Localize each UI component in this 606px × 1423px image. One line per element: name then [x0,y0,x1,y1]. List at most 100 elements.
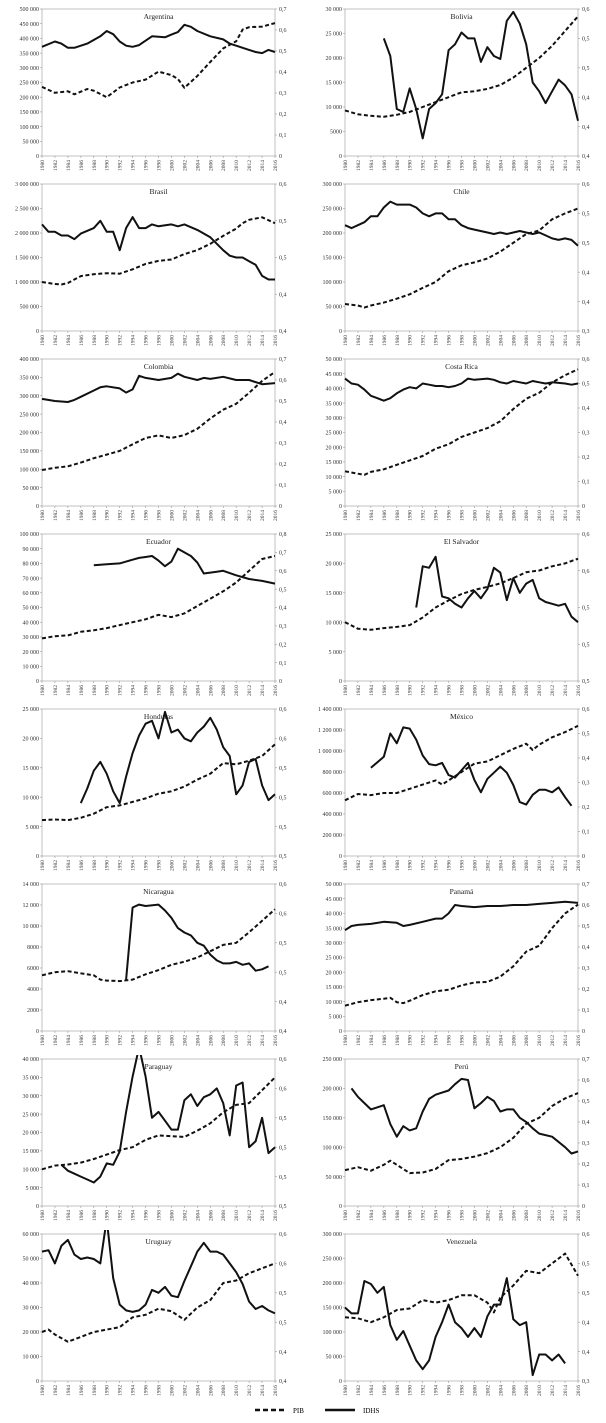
x-tick-label: 1998 [460,510,466,521]
series-idhs-line [415,555,579,623]
y-left-tick-label: 0 [36,1379,39,1385]
x-tick-label: 1994 [131,860,137,871]
chart-nicaragua: 0 2000 4000 6000 8000 10 000 12 000 14 000 0,4 0,… [23,882,287,1046]
x-tick-label: 2012 [550,860,556,871]
y-left-tick-label: 50 000 [326,1175,343,1181]
y-left-tick-label: 500 000 [20,7,40,13]
y-left-tick-label: 0 [339,1204,342,1210]
y-right-tick-label: 0,7 [582,882,590,888]
y-left-tick-label: 100 000 [20,125,40,131]
x-tick-label: 1996 [144,860,150,871]
x-tick-label: 2000 [169,1210,175,1221]
x-tick-label: 2006 [511,1210,517,1221]
x-tick-label: 2004 [498,160,504,171]
x-tick-label: 1988 [395,860,401,871]
x-tick-label: 1980 [40,510,46,521]
y-right-tick-label: 0,4 [582,154,590,160]
y-left-tick-label: 2 500 000 [15,207,39,213]
y-left-tick-label: 25 000 [326,32,343,38]
plot-frame [344,8,579,157]
x-tick-label: 1988 [395,510,401,521]
x-tick-label: 2010 [234,685,240,696]
y-left-tick-label: 60 000 [23,591,40,597]
x-tick-label: 1982 [53,1035,59,1046]
x-tick-label: 2010 [537,160,543,171]
x-tick-label: 2006 [208,160,214,171]
chart-uruguay: 0 10 000 20 000 30 000 40 000 50 000 60 000 0,4… [23,1230,287,1396]
series-idhs-line [79,710,276,805]
y-right-tick-label: 0,6 [582,182,590,188]
x-tick-label: 1994 [131,1035,137,1046]
y-right-tick-label: 0,4 [582,1120,590,1126]
x-tick-label: 1998 [460,335,466,346]
x-tick-label: 2016 [273,1035,279,1046]
x-tick-label: 2010 [234,160,240,171]
y-right-tick-label: 0,1 [279,483,287,489]
x-tick-label: 2008 [524,335,530,346]
y-left-tick-label: 25 000 [326,431,343,437]
y-left-tick-label: 25 000 [326,956,343,962]
x-tick-label: 2012 [550,685,556,696]
y-right-tick-label: 0,6 [582,569,590,575]
y-right-tick-label: 0,4 [279,292,287,298]
y-left-tick-label: 100 000 [323,1330,343,1336]
y-left-tick-label: 150 000 [323,1306,343,1312]
x-tick-label: 1980 [40,1385,46,1396]
y-left-tick-label: 30 000 [23,1306,40,1312]
x-tick-label: 1980 [40,860,46,871]
series-idhs-line [344,200,579,247]
y-right-tick-label: 0,4 [582,945,590,951]
series-pib-line [41,1076,276,1171]
y-right-tick-label: 0,5 [582,732,590,738]
x-tick-label: 1994 [131,510,137,521]
y-right-tick-label: 0,5 [279,970,287,976]
x-tick-label: 1986 [382,1210,388,1221]
chart-title: México [450,712,473,721]
y-right-tick-label: 0,5 [279,1291,287,1297]
x-tick-label: 2010 [537,335,543,346]
x-tick-label: 2010 [234,1385,240,1396]
y-right-tick-label: 0,5 [582,1262,590,1268]
x-tick-label: 1980 [343,510,349,521]
x-tick-label: 1990 [408,1210,414,1221]
series-pib-line [344,368,579,476]
x-tick-label: 2006 [208,860,214,871]
y-left-tick-label: 10 000 [326,475,343,481]
chart-title: Nicaragua [143,887,174,896]
series-idhs-line [344,900,579,932]
y-left-tick-label: 5 000 [329,650,343,656]
y-right-tick-label: 0,8 [279,532,287,538]
x-tick-label: 2004 [195,335,201,346]
chart-costa-rica: 0 5 000 10 000 15 000 20 000 25 000 30 000 35 0… [326,357,590,521]
y-right-tick-label: 0,2 [279,462,287,468]
y-right-tick-label: 0,4 [279,1350,287,1356]
x-tick-label: 2010 [234,1210,240,1221]
x-tick-label: 2000 [169,860,175,871]
x-tick-label: 1992 [118,160,124,171]
x-tick-label: 1996 [447,1035,453,1046]
y-left-tick-label: 10 000 [23,795,40,801]
y-right-tick-label: 0,4 [582,1350,590,1356]
y-left-tick-label: 350 000 [20,376,40,382]
y-left-tick-label: 35 000 [326,401,343,407]
y-right-tick-label: 0,4 [582,125,590,131]
x-tick-label: 1984 [369,685,375,696]
y-left-tick-label: 250 000 [20,81,40,87]
y-right-tick-label: 0,7 [582,1057,590,1063]
x-tick-label: 2006 [208,685,214,696]
y-right-tick-label: 0 [279,504,282,510]
y-left-tick-label: 10 000 [23,1167,40,1173]
x-tick-label: 2008 [524,160,530,171]
x-tick-label: 2016 [273,335,279,346]
x-tick-label: 2014 [260,510,266,521]
y-right-tick-label: 0,3 [582,1141,590,1147]
y-right-tick-label: 0,3 [582,329,590,335]
x-tick-label: 1996 [144,685,150,696]
x-tick-label: 2014 [563,160,569,171]
x-tick-label: 1980 [40,335,46,346]
x-tick-label: 1984 [66,160,72,171]
x-tick-label: 2008 [524,860,530,871]
x-tick-label: 1990 [408,860,414,871]
x-tick-label: 2004 [498,1210,504,1221]
y-right-tick-label: 0,6 [582,7,590,13]
